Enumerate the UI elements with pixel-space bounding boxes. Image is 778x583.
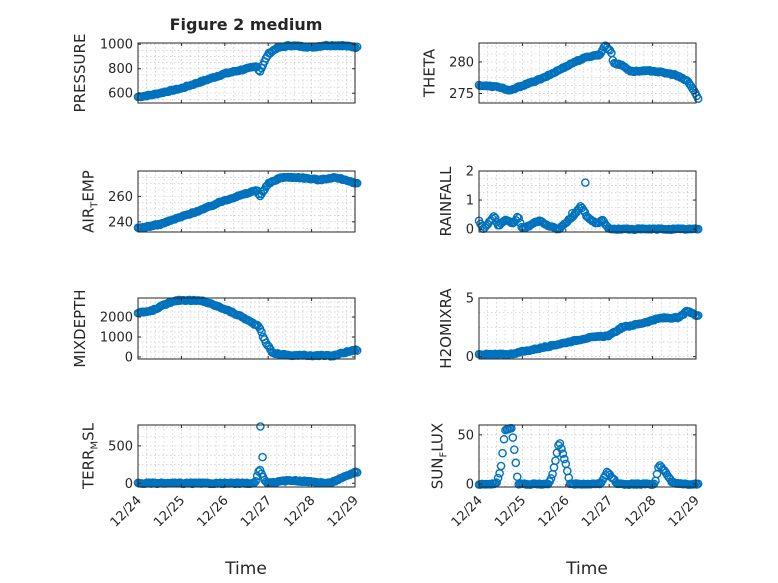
- data-point: [492, 478, 501, 487]
- axes-box: [478, 170, 697, 233]
- y-tick-label: 2: [466, 165, 474, 180]
- subplot-terr-msl: 12/24 12/25 12/26 12/27 12/28 12/29 0 500 TERRMS…: [79, 422, 362, 530]
- y-tick-label: 275: [449, 87, 474, 102]
- y-tick-label: 2000: [100, 311, 133, 326]
- data-point: [574, 204, 584, 213]
- axes-box: [478, 297, 697, 360]
- data-point: [258, 452, 267, 462]
- x-tick-label: 12/29: [325, 493, 362, 530]
- subplot-rainfall: 0 1 2 RAINFALL: [437, 165, 703, 238]
- axes-background: [479, 298, 696, 359]
- y-tick-label: 0: [466, 478, 474, 493]
- data-point: [493, 473, 503, 483]
- y-tick-label: 0: [466, 223, 474, 238]
- data-point: [555, 439, 565, 448]
- y-tick-label: 0: [466, 350, 474, 365]
- y-tick-label: 1: [466, 194, 474, 209]
- y-tick-label: 600: [108, 87, 133, 102]
- x-tick-label: 12/29: [666, 493, 703, 530]
- y-tick-label: 5: [466, 292, 474, 307]
- x-tick-label: 12/28: [281, 493, 318, 530]
- subplot-sun-flux: 12/24 12/25 12/26 12/27 12/28 12/29 0 50 SUNFLUX: [429, 423, 703, 531]
- y-tick-label: 0: [125, 351, 133, 366]
- data-point: [546, 474, 556, 483]
- subplot-theta: 275 280 THETA: [420, 41, 703, 104]
- subplot-pressure: 600 800 1000 PRESSURE: [71, 34, 362, 113]
- data-point: [352, 178, 362, 188]
- y-axis-label: AIRTEMP: [79, 170, 100, 233]
- x-tick-label: 12/25: [151, 493, 188, 530]
- data-point: [349, 346, 359, 355]
- y-tick-label: 800: [108, 62, 133, 77]
- y-tick-label: 240: [108, 215, 133, 230]
- y-tick-label: 0: [125, 477, 133, 492]
- x-tick-label: 12/24: [449, 493, 486, 530]
- data-point: [496, 461, 506, 471]
- data-point: [498, 448, 507, 458]
- data-point: [511, 458, 521, 468]
- y-tick-label: 500: [108, 439, 133, 454]
- axes-box: [137, 297, 356, 360]
- subplot-h2omixra: 0 5 H2OMIXRA: [437, 288, 703, 369]
- y-tick-label: 260: [108, 190, 133, 205]
- y-tick-label: 280: [449, 55, 474, 70]
- data-point: [558, 449, 568, 459]
- data-point: [557, 444, 566, 453]
- x-axis-label-right: Time: [565, 559, 608, 579]
- x-tick-label: 12/28: [622, 493, 659, 530]
- axes-box: [478, 42, 697, 104]
- data-point: [254, 189, 263, 199]
- y-axis-label: THETA: [420, 48, 438, 98]
- data-point: [539, 343, 549, 352]
- y-axis-label: MIXDEPTH: [71, 289, 89, 367]
- x-tick-label: 12/24: [108, 493, 145, 530]
- data-point: [499, 434, 509, 444]
- data-point: [581, 178, 590, 187]
- y-tick-label: 1000: [100, 331, 133, 346]
- axes-background: [138, 298, 355, 359]
- axes-box: [137, 170, 356, 233]
- y-tick-label: 50: [457, 428, 474, 443]
- y-tick-label: 1000: [100, 38, 133, 53]
- data-point: [693, 94, 703, 103]
- y-axis-label: PRESSURE: [71, 34, 89, 113]
- data-point: [352, 42, 362, 52]
- subplot-air-temp: 240 260 AIRTEMP: [79, 170, 362, 233]
- y-axis-label: TERRMSL: [79, 422, 100, 490]
- x-tick-label: 12/26: [536, 493, 573, 530]
- figure-title: Figure 2 medium: [170, 15, 323, 34]
- axes-box: [137, 424, 356, 488]
- y-axis-label: SUNFLUX: [429, 423, 450, 489]
- x-tick-label: 12/25: [492, 493, 529, 530]
- axes-background: [138, 425, 355, 487]
- data-point: [352, 346, 362, 355]
- data-point: [257, 327, 266, 337]
- data-point: [514, 213, 524, 223]
- data-point: [508, 433, 518, 442]
- y-axis-label: RAINFALL: [437, 166, 455, 237]
- data-point: [568, 208, 577, 218]
- data-point: [693, 311, 703, 320]
- data-point: [251, 477, 260, 486]
- data-point: [551, 456, 560, 465]
- x-tick-label: 12/27: [238, 493, 275, 530]
- data-point: [351, 43, 360, 53]
- axes-box: [478, 424, 697, 488]
- x-axis-label-left: Time: [224, 559, 267, 579]
- data-point: [352, 468, 362, 477]
- y-axis-label: H2OMIXRA: [437, 288, 455, 369]
- subplot-mixdepth: 0 1000 2000 MIXDEPTH: [71, 289, 362, 368]
- axes-box: [137, 42, 356, 104]
- data-point: [560, 454, 569, 464]
- x-tick-label: 12/26: [195, 493, 232, 530]
- data-point: [490, 213, 500, 223]
- data-point: [256, 422, 265, 431]
- data-point: [510, 445, 519, 454]
- data-point: [529, 345, 538, 354]
- x-tick-label: 12/27: [579, 493, 616, 530]
